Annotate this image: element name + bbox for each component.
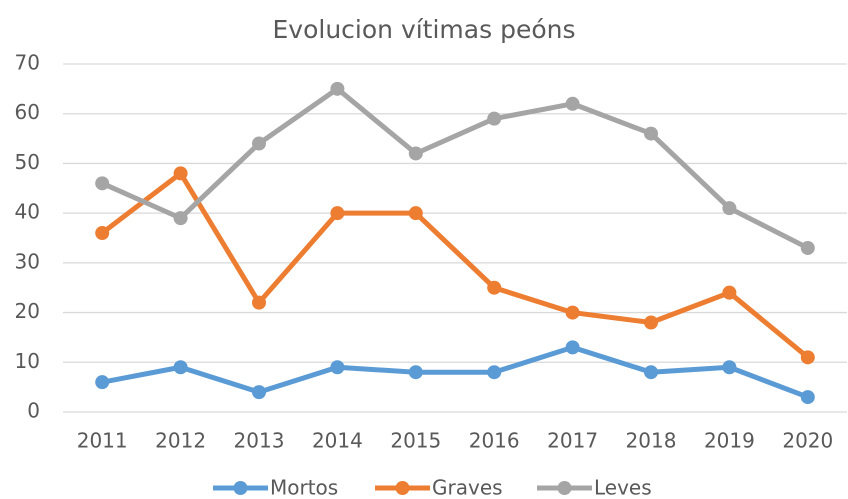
x-tick-label: 2013	[234, 429, 285, 453]
data-point	[487, 111, 502, 126]
data-point	[95, 375, 110, 390]
x-tick-label: 2014	[312, 429, 363, 453]
data-point	[722, 201, 737, 216]
data-point	[173, 360, 188, 375]
data-point	[565, 305, 580, 320]
data-point	[408, 206, 423, 221]
y-tick-label: 0	[27, 399, 40, 423]
chart-title: Evolucion vítimas peóns	[272, 15, 575, 44]
data-point	[722, 360, 737, 375]
y-tick-label: 50	[15, 150, 40, 174]
legend-label: Mortos	[270, 476, 338, 499]
data-point	[252, 385, 266, 400]
data-point	[722, 285, 737, 300]
y-tick-label: 20	[15, 299, 40, 323]
y-tick-label: 10	[15, 349, 40, 373]
data-point	[173, 166, 188, 181]
data-point	[330, 206, 345, 221]
data-point	[95, 176, 110, 191]
data-point	[800, 240, 815, 255]
data-point	[644, 365, 658, 380]
y-tick-label: 30	[15, 249, 40, 273]
x-tick-label: 2012	[155, 429, 206, 453]
data-point	[408, 365, 423, 380]
data-point	[487, 365, 502, 380]
data-point	[644, 126, 658, 141]
data-point	[95, 226, 110, 241]
legend-label: Leves	[594, 476, 652, 499]
legend-label: Graves	[432, 476, 503, 499]
x-tick-label: 2019	[704, 429, 755, 453]
x-tick-label: 2018	[626, 429, 677, 453]
y-tick-label: 70	[15, 51, 40, 75]
data-point	[800, 390, 815, 405]
legend-marker	[395, 481, 410, 495]
y-tick-label: 40	[15, 200, 40, 224]
series-line	[99, 344, 811, 400]
y-tick-label: 60	[15, 100, 40, 124]
data-point	[565, 96, 580, 111]
x-tick-label: 2017	[547, 429, 598, 453]
data-point	[252, 295, 266, 310]
data-point	[408, 146, 423, 161]
data-point	[330, 81, 345, 96]
data-point	[644, 315, 658, 330]
data-point	[173, 211, 188, 226]
data-point	[487, 280, 502, 295]
legend-marker	[233, 481, 248, 495]
data-point	[330, 360, 345, 375]
x-tick-label: 2016	[469, 429, 520, 453]
legend-marker	[557, 481, 572, 495]
data-point	[800, 350, 815, 365]
x-tick-label: 2011	[77, 429, 128, 453]
series-line	[99, 86, 811, 251]
data-point	[565, 340, 580, 355]
series-line	[99, 170, 811, 360]
x-tick-label: 2015	[390, 429, 441, 453]
data-point	[252, 136, 266, 151]
x-tick-label: 2020	[782, 429, 833, 453]
